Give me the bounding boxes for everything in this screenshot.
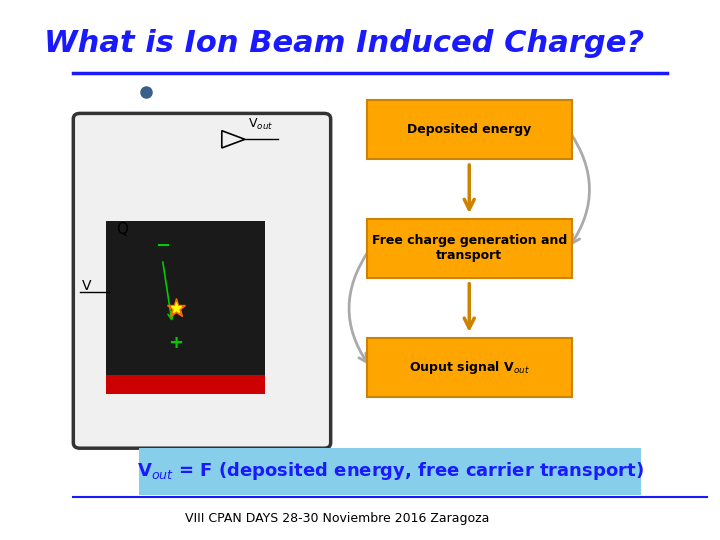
- FancyBboxPatch shape: [367, 219, 572, 278]
- Text: Q: Q: [116, 222, 128, 237]
- FancyBboxPatch shape: [367, 338, 572, 397]
- Text: Free charge generation and
transport: Free charge generation and transport: [372, 234, 567, 262]
- FancyBboxPatch shape: [73, 113, 330, 448]
- Text: What is Ion Beam Induced Charge?: What is Ion Beam Induced Charge?: [44, 29, 644, 58]
- FancyBboxPatch shape: [367, 100, 572, 159]
- FancyArrowPatch shape: [570, 132, 590, 244]
- Text: VIII CPAN DAYS 28-30 Noviembre 2016 Zaragoza: VIII CPAN DAYS 28-30 Noviembre 2016 Zara…: [185, 512, 490, 525]
- Bar: [139, 448, 641, 495]
- FancyArrowPatch shape: [349, 251, 369, 362]
- Text: V$_{out}$: V$_{out}$: [248, 117, 274, 132]
- Text: −: −: [155, 237, 170, 255]
- Bar: [107, 221, 265, 394]
- Text: V$_{out}$ = F (deposited energy, free carrier transport): V$_{out}$ = F (deposited energy, free ca…: [137, 461, 644, 482]
- Text: V: V: [82, 279, 91, 293]
- Bar: [107, 375, 265, 394]
- Text: +: +: [168, 334, 183, 352]
- Text: Ouput signal V$_{out}$: Ouput signal V$_{out}$: [409, 359, 530, 376]
- Text: Deposited energy: Deposited energy: [407, 123, 531, 136]
